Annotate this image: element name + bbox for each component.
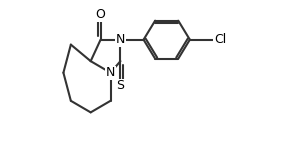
Text: N: N: [106, 66, 115, 79]
Text: N: N: [116, 33, 125, 46]
Text: S: S: [117, 79, 124, 92]
Text: O: O: [96, 8, 105, 21]
Text: Cl: Cl: [214, 33, 226, 46]
